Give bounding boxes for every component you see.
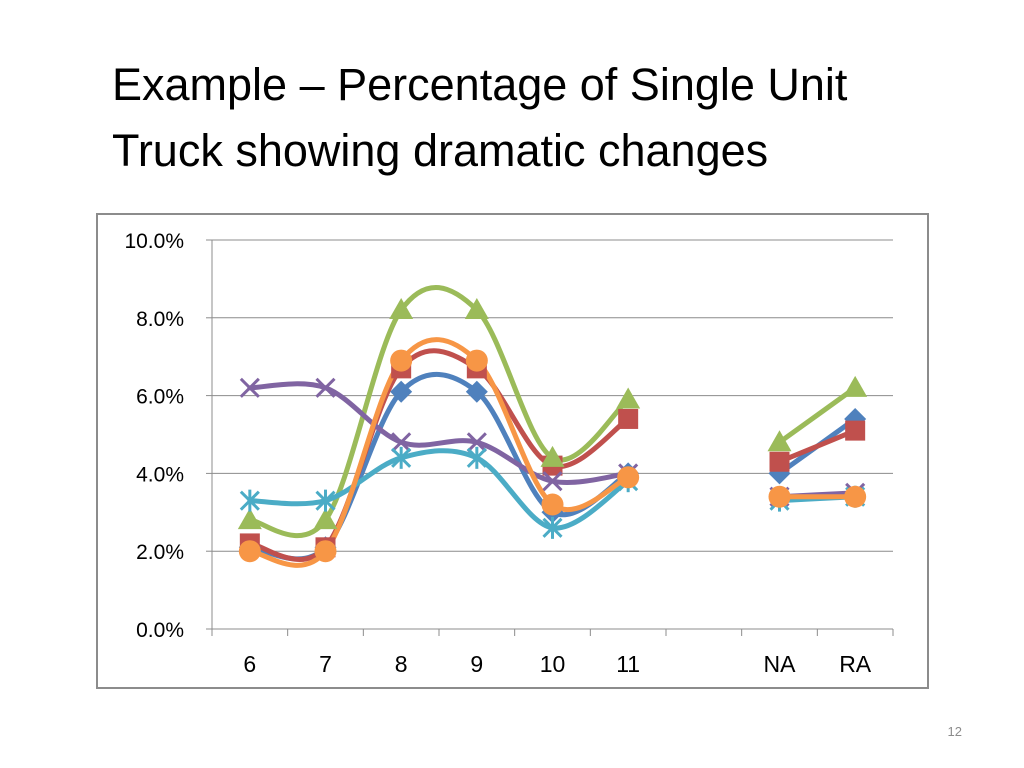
- data-point-circle: [314, 540, 337, 563]
- data-point-triangle: [843, 375, 868, 397]
- data-point-triangle: [389, 298, 414, 320]
- series-line-1: [247, 371, 631, 562]
- x-tick-label: RA: [839, 651, 872, 677]
- data-point-x: [466, 432, 487, 453]
- x-tick-label: 6: [243, 651, 256, 677]
- x-tick-label: 10: [540, 651, 566, 677]
- data-point-x-stroke: [239, 377, 260, 398]
- data-point-x-stroke: [466, 432, 487, 453]
- data-point-triangle: [540, 445, 565, 467]
- data-point-x: [542, 471, 563, 492]
- data-point-x: [315, 377, 336, 398]
- y-tick-label: 4.0%: [136, 463, 184, 486]
- data-point-circle: [541, 493, 564, 516]
- data-point-star: [391, 446, 412, 469]
- tick-labels: 0.0% 2.0% 4.0% 6.0% 8.0% 10.0% 6 7 8 9 10 11 NA RA: [124, 230, 871, 677]
- series-markers: [237, 298, 868, 563]
- data-point-triangle: [616, 387, 641, 409]
- y-tick-label: 0.0%: [136, 619, 184, 642]
- data-point-circle: [238, 540, 261, 563]
- chart-frame: 0.0% 2.0% 4.0% 6.0% 8.0% 10.0% 6 7 8 9 10 11 NA RA: [96, 213, 929, 689]
- data-point-square: [618, 408, 639, 429]
- data-point-star: [542, 516, 563, 539]
- y-tick-label: 8.0%: [136, 308, 184, 331]
- data-point-star: [315, 489, 336, 512]
- axes: [206, 239, 894, 636]
- data-point-circle: [465, 349, 488, 372]
- data-point-triangle: [767, 430, 792, 452]
- x-tick-label: 11: [616, 651, 640, 677]
- series-line-3: [247, 284, 631, 539]
- data-point-circle: [390, 349, 413, 372]
- data-point-x: [239, 377, 260, 398]
- data-point-x-stroke: [542, 471, 563, 492]
- data-point-star: [466, 446, 487, 469]
- data-point-diamond: [465, 380, 488, 403]
- x-tick-label: NA: [764, 651, 797, 677]
- slide-title: Example – Percentage of Single Unit Truc…: [112, 52, 992, 184]
- slide-title-line-1: Example – Percentage of Single Unit: [112, 59, 848, 110]
- data-point-circle: [617, 466, 640, 489]
- data-point-x: [391, 432, 412, 453]
- data-point-triangle: [464, 298, 489, 320]
- data-point-star: [239, 489, 260, 512]
- series-line-4: [247, 381, 631, 485]
- x-tick-label: 8: [395, 651, 408, 677]
- data-point-x-stroke: [315, 377, 336, 398]
- data-point-triangle: [313, 508, 338, 530]
- data-point-triangle: [237, 508, 262, 530]
- y-tick-label: 6.0%: [136, 386, 184, 409]
- page-number: 12: [947, 724, 962, 739]
- slide-title-line-2: Truck showing dramatic changes: [112, 125, 769, 176]
- y-tick-label: 2.0%: [136, 541, 184, 564]
- data-point-circle: [844, 485, 867, 508]
- x-tick-label: 7: [319, 651, 332, 677]
- data-point-square: [845, 420, 866, 441]
- x-tick-label: 9: [470, 651, 483, 677]
- data-point-square: [769, 451, 790, 472]
- data-point-diamond: [390, 380, 413, 403]
- y-tick-label: 10.0%: [124, 230, 184, 253]
- data-point-x-stroke: [391, 432, 412, 453]
- data-point-circle: [768, 485, 791, 508]
- line-chart: 0.0% 2.0% 4.0% 6.0% 8.0% 10.0% 6 7 8 9 10 11 NA RA: [124, 230, 894, 677]
